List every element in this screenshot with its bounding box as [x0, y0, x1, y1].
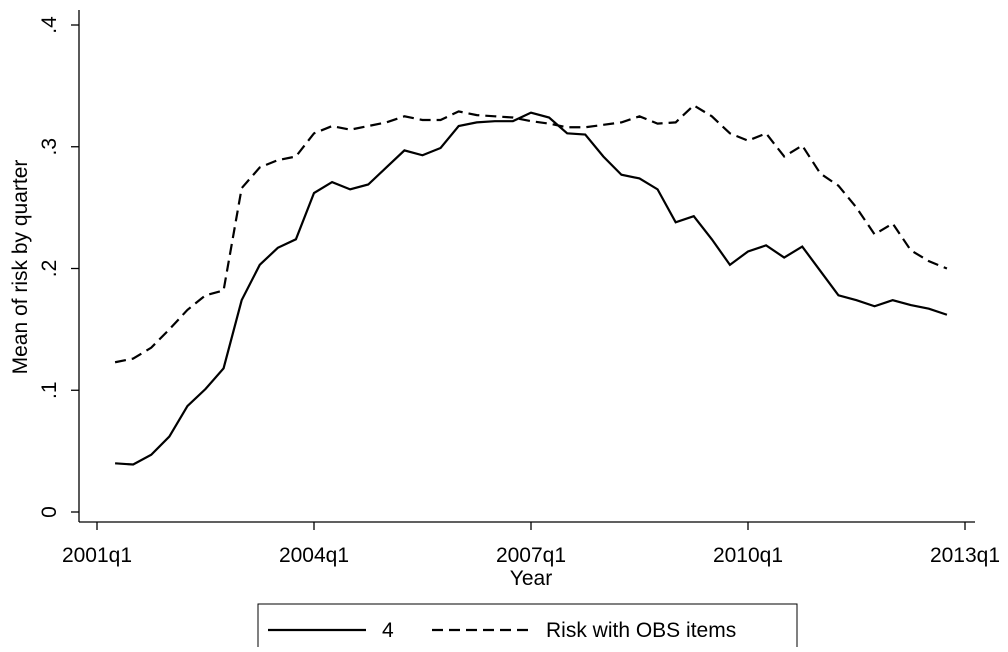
y-axis-title: Mean of risk by quarter	[9, 160, 32, 375]
x-tick-label: 2004q1	[279, 544, 349, 567]
y-tick-label: .3	[38, 138, 61, 156]
line-series	[115, 111, 948, 466]
legend-label: Risk with OBS items	[546, 619, 736, 642]
x-tick-label: 2013q1	[930, 544, 1000, 567]
legend-box	[257, 603, 798, 652]
line-series	[114, 103, 948, 364]
y-tick-label: .4	[38, 16, 61, 34]
y-tick-label: .2	[38, 260, 61, 278]
x-axis-title: Year	[510, 567, 552, 590]
x-tick-label: 2001q1	[62, 544, 132, 567]
legend-label: 4	[382, 619, 394, 642]
y-tick-label: .1	[38, 381, 61, 399]
x-tick-label: 2010q1	[713, 544, 783, 567]
x-tick-label: 2007q1	[496, 544, 566, 567]
y-tick-label: 0	[38, 506, 61, 518]
